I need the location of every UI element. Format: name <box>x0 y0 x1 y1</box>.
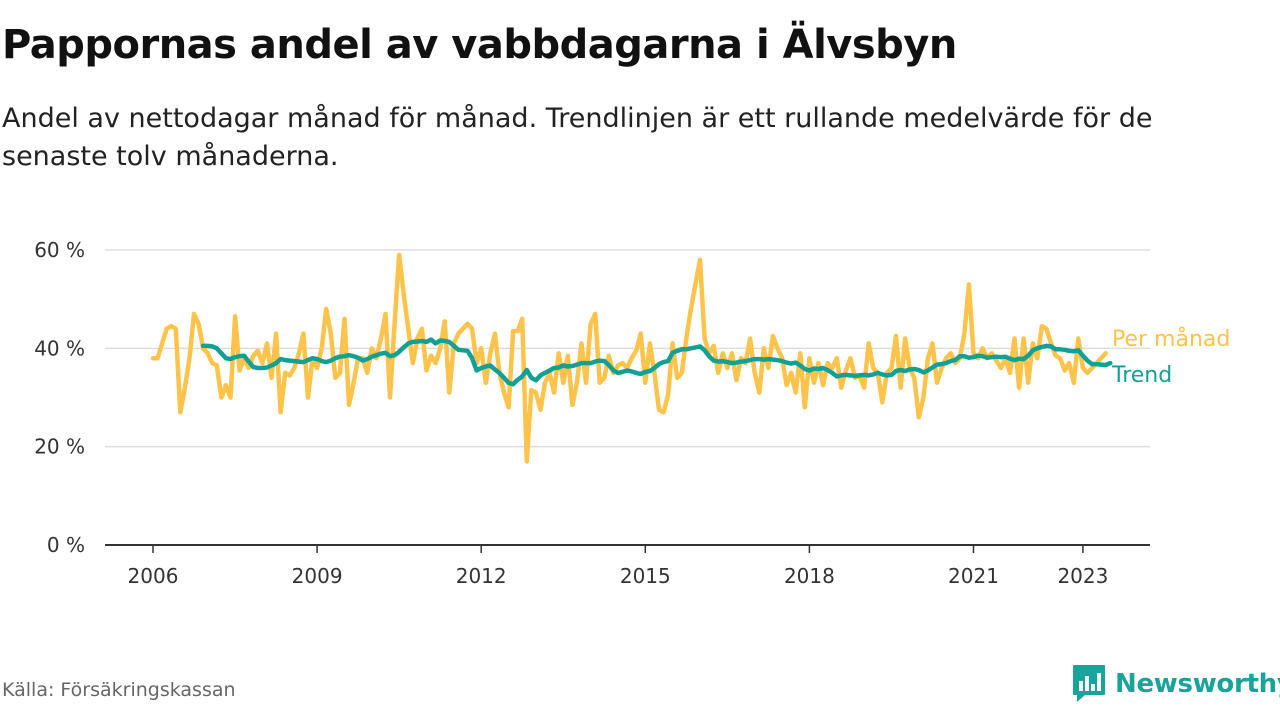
y-tick-label: 40 % <box>34 336 85 360</box>
x-tick-label: 2012 <box>456 564 507 588</box>
bar-chart-icon <box>1073 665 1105 702</box>
y-axis-ticks: 0 % 20 % 40 % 60 % <box>34 238 85 557</box>
series-label-trend: Trend <box>1111 363 1172 388</box>
y-tick-label: 20 % <box>34 435 85 459</box>
y-tick-label: 0 % <box>47 533 85 557</box>
series-label-monthly: Per månad <box>1112 326 1230 352</box>
x-tick-label: 2018 <box>784 564 835 588</box>
line-chart: 0 % 20 % 40 % 60 % 2006 2009 2012 2015 2018 2021… <box>34 238 1230 588</box>
x-tick-label: 2015 <box>620 564 671 588</box>
x-tick-label: 2023 <box>1057 564 1108 588</box>
y-tick-label: 60 % <box>34 238 85 262</box>
gridlines <box>105 249 1150 448</box>
newsworthy-logo: Newsworthy <box>1072 664 1280 704</box>
source-note: Källa: Försäkringskassan <box>2 679 236 701</box>
logo-text: Newsworthy <box>1115 669 1280 699</box>
series-lines <box>150 252 1113 464</box>
chart-subtitle: Andel av nettodagar månad för månad. Tre… <box>2 103 1153 172</box>
x-axis-ticks: 2006 2009 2012 2015 2018 2021 2023 <box>128 545 1108 588</box>
trend-series-line <box>200 337 1113 387</box>
x-tick-label: 2009 <box>292 564 343 588</box>
x-tick-label: 2021 <box>948 564 999 588</box>
series-labels: Per månad Trend <box>1111 326 1230 388</box>
chart-title: Pappornas andel av vabbdagarna i Älvsbyn <box>2 22 957 68</box>
x-tick-label: 2006 <box>128 564 179 588</box>
monthly-series-line <box>150 252 1108 464</box>
